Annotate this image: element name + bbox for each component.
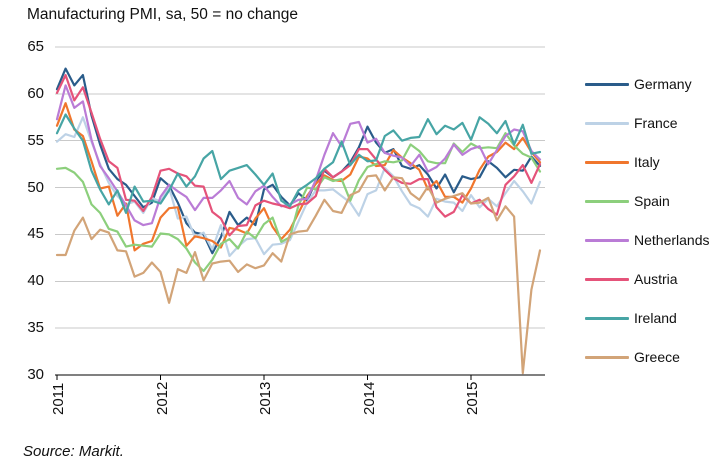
- legend-item-netherlands: Netherlands: [585, 232, 722, 249]
- x-axis-label-2015: 2015: [464, 381, 481, 415]
- legend-key-line-netherlands: [585, 239, 629, 242]
- legend-label-greece: Greece: [634, 349, 680, 365]
- y-axis-label-50: 50: [27, 178, 44, 196]
- source-note: Source: Markit.: [23, 443, 124, 460]
- y-axis-label-30: 30: [27, 366, 44, 383]
- x-axis-label-2014: 2014: [360, 381, 378, 415]
- legend-label-netherlands: Netherlands: [634, 232, 710, 248]
- legend-item-spain: Spain: [585, 193, 722, 210]
- legend-key-line-greece: [585, 356, 629, 359]
- series-line-austria: [55, 73, 542, 237]
- legend-label-germany: Germany: [634, 76, 692, 92]
- legend-item-austria: Austria: [585, 271, 722, 288]
- x-axis-label-2011: 2011: [50, 382, 67, 415]
- chart-title: Manufacturing PMI, sa, 50 = no change: [27, 6, 298, 23]
- series-line-france: [55, 116, 542, 258]
- legend-key-line-spain: [585, 200, 629, 203]
- legend-label-austria: Austria: [634, 271, 678, 287]
- y-axis-label-40: 40: [27, 272, 44, 290]
- y-axis-label-35: 35: [27, 319, 44, 337]
- series-line-italy: [55, 102, 542, 252]
- series-line-netherlands: [55, 84, 542, 227]
- y-axis-label-65: 65: [27, 38, 44, 55]
- legend-key-line-germany: [585, 83, 629, 86]
- series-line-ireland: [55, 113, 542, 214]
- y-axis-label-60: 60: [27, 84, 44, 102]
- legend-item-greece: Greece: [585, 349, 722, 366]
- legend-label-italy: Italy: [634, 154, 660, 170]
- series-line-germany: [55, 67, 542, 255]
- legend-item-ireland: Ireland: [585, 310, 722, 327]
- series-line-greece: [55, 174, 542, 375]
- legend-item-germany: Germany: [585, 76, 722, 93]
- y-axis-label-45: 45: [27, 225, 44, 243]
- x-axis-label-2013: 2013: [257, 381, 274, 415]
- legend-key-line-france: [585, 122, 629, 125]
- legend-item-france: France: [585, 115, 722, 132]
- legend-key-line-ireland: [585, 317, 629, 320]
- legend-label-france: France: [634, 115, 678, 131]
- y-axis-label-55: 55: [27, 131, 44, 149]
- legend-key-line-italy: [585, 161, 629, 164]
- legend-key-line-austria: [585, 278, 629, 281]
- legend-label-spain: Spain: [634, 193, 670, 209]
- legend-item-italy: Italy: [585, 154, 722, 171]
- x-axis-label-2012: 2012: [153, 381, 171, 415]
- legend-label-ireland: Ireland: [634, 310, 677, 326]
